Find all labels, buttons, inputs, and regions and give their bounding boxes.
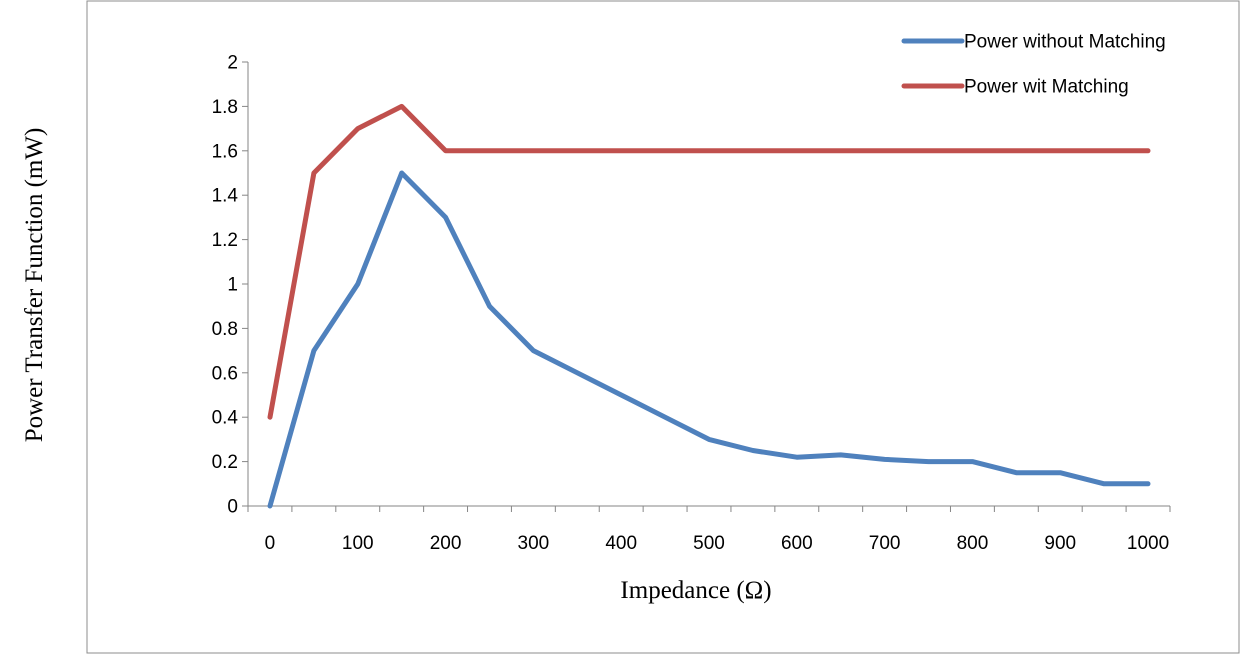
- x-tick-label: 900: [1044, 533, 1076, 554]
- y-tick-label: 0: [227, 497, 238, 518]
- legend-label-1: Power without Matching: [964, 32, 1166, 53]
- x-axis: 0 100 200 300 400 500 600 700 800 900 1000: [247, 505, 1171, 554]
- y-tick-label: 1.8: [212, 97, 238, 118]
- y-tick-label: 1.2: [212, 230, 238, 251]
- chart-border: [86, 0, 1240, 654]
- y-tick-label: 0.4: [212, 408, 239, 429]
- x-tick-label: 0: [265, 533, 276, 554]
- y-axis: 0 0.2 0.4 0.6 0.8 1 1.2 1.4 1.6 1.8 2: [212, 53, 249, 518]
- x-tick-label: 500: [693, 533, 725, 554]
- y-axis-title: Power Transfer Function (mW): [21, 128, 48, 443]
- series-lines: [267, 103, 1151, 509]
- legend: Power without Matching Power wit Matching: [901, 32, 1166, 98]
- y-tick-label: 0.6: [212, 363, 238, 384]
- x-tick-label: 300: [518, 533, 550, 554]
- x-tick-label: 800: [957, 533, 989, 554]
- legend-label-2: Power wit Matching: [964, 77, 1129, 98]
- y-tick-label: 1: [227, 275, 238, 296]
- y-tick-label: 0.2: [212, 452, 238, 473]
- y-tick-label: 0.8: [212, 319, 238, 340]
- x-tick-label: 700: [869, 533, 901, 554]
- y-tick-label: 2: [227, 53, 238, 74]
- series-line-1: [267, 170, 1151, 509]
- series-line-2: [267, 103, 1151, 420]
- x-tick-label: 200: [430, 533, 462, 554]
- y-tick-label: 1.6: [212, 141, 238, 162]
- x-axis-title: Impedance (Ω): [620, 577, 771, 604]
- y-tick-label: 1.4: [212, 186, 239, 207]
- x-tick-label: 600: [781, 533, 813, 554]
- x-tick-label: 400: [605, 533, 637, 554]
- x-tick-label: 1000: [1127, 533, 1169, 554]
- x-tick-label: 100: [342, 533, 374, 554]
